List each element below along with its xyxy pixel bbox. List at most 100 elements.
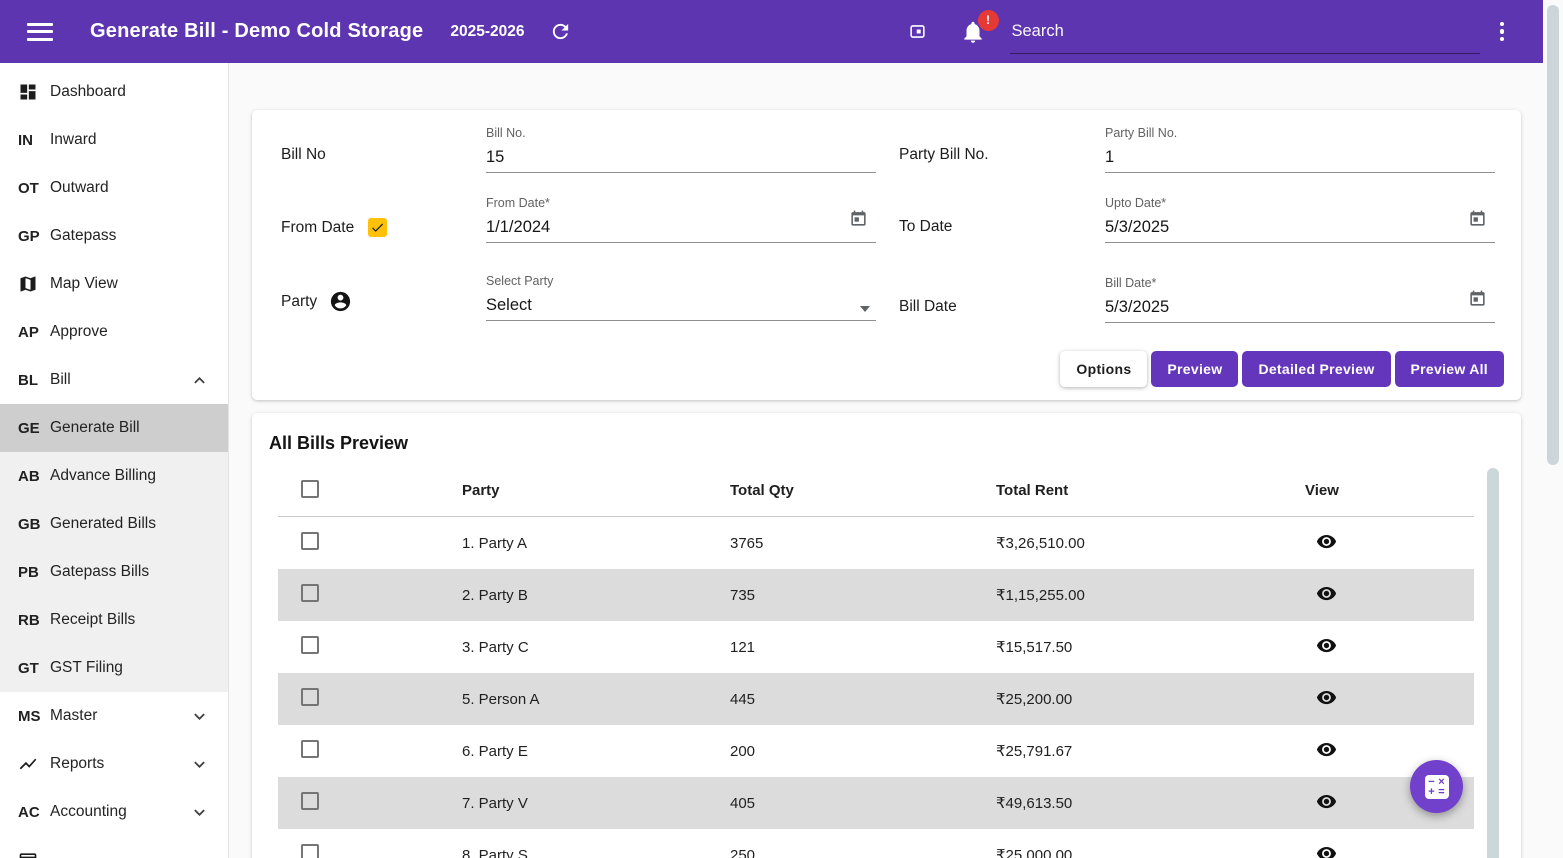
- sidebar-item-receipt-bills[interactable]: RB Receipt Bills: [0, 596, 228, 644]
- row-checkbox[interactable]: [301, 531, 319, 550]
- chevron-down-icon: [189, 802, 210, 828]
- bill-row: 7. Party V 405 ₹49,613.50: [278, 777, 1474, 829]
- party-bill-no-field[interactable]: Party Bill No. 1: [1105, 126, 1495, 173]
- abbr-ac: AC: [18, 803, 40, 821]
- sidebar-item-inward[interactable]: IN Inward: [0, 116, 228, 164]
- sidebar-item-bill[interactable]: BL Bill: [0, 356, 228, 404]
- sidebar-item-accounting[interactable]: AC Accounting: [0, 788, 228, 836]
- sidebar-item-reports[interactable]: Reports: [0, 740, 228, 788]
- bills-table-header: Party Total Qty Total Rent View: [278, 465, 1474, 517]
- bill-party: 5. Person A: [462, 690, 540, 708]
- chevron-up-icon: [189, 370, 210, 396]
- abbr-ab: AB: [18, 467, 40, 485]
- party-select-value[interactable]: Select: [486, 296, 532, 314]
- party-bill-no-value[interactable]: 1: [1105, 148, 1115, 166]
- page-scrollbar[interactable]: [1543, 0, 1563, 858]
- row-checkbox[interactable]: [301, 687, 319, 706]
- select-all-checkbox[interactable]: [301, 479, 319, 498]
- sidebar-item-item[interactable]: [0, 836, 228, 858]
- eye-icon: [1316, 742, 1337, 757]
- sidebar-item-gatepass[interactable]: GP Gatepass: [0, 212, 228, 260]
- party-label: Party: [281, 290, 352, 313]
- calculator-fab-button[interactable]: − × + =: [1410, 760, 1463, 813]
- sidebar-item-dashboard[interactable]: Dashboard: [0, 68, 228, 116]
- sidebar-item-approve[interactable]: AP Approve: [0, 308, 228, 356]
- bill-no-field[interactable]: Bill No. 15: [486, 126, 876, 173]
- bills-table-body: 1. Party A 3765 ₹3,26,510.00 2. Party B …: [278, 517, 1474, 858]
- sidebar-item-generated-bills[interactable]: GB Generated Bills: [0, 500, 228, 548]
- bill-total-qty: 445: [730, 690, 756, 708]
- bills-table: Party Total Qty Total Rent View 1. Party…: [278, 465, 1474, 858]
- notification-badge: !: [977, 9, 999, 31]
- bill-total-qty: 735: [730, 586, 756, 604]
- from-date-value[interactable]: 1/1/2024: [486, 218, 551, 236]
- calculator-icon: − × + =: [1424, 774, 1449, 799]
- preview-button[interactable]: Preview: [1151, 351, 1239, 387]
- eye-icon: [1316, 638, 1337, 653]
- bills-section-title: All Bills Preview: [269, 433, 409, 453]
- sidebar: Dashboard IN Inward OT Outward GP Gatepa…: [0, 63, 229, 858]
- row-checkbox[interactable]: [301, 843, 319, 858]
- bill-total-rent: ₹25,200.00: [996, 691, 1073, 708]
- search-input[interactable]: [1009, 19, 1480, 54]
- financial-year[interactable]: 2025-2026: [450, 22, 525, 40]
- bill-total-rent: ₹25,791.67: [996, 743, 1073, 760]
- row-checkbox[interactable]: [301, 739, 319, 758]
- eye-icon: [1316, 846, 1337, 858]
- calendar-icon[interactable]: [849, 209, 868, 233]
- party-bill-no-label: Party Bill No.: [899, 146, 989, 163]
- bill-party: 3. Party C: [462, 638, 529, 656]
- view-bill-button[interactable]: [1314, 789, 1339, 817]
- bill-total-rent: ₹49,613.50: [996, 795, 1073, 812]
- refresh-icon[interactable]: [548, 20, 572, 44]
- menu-icon[interactable]: [27, 22, 53, 41]
- sidebar-item-gatepass-bills[interactable]: PB Gatepass Bills: [0, 548, 228, 596]
- bill-row: 1. Party A 3765 ₹3,26,510.00: [278, 517, 1474, 569]
- detailed-preview-button[interactable]: Detailed Preview: [1242, 351, 1391, 387]
- bill-date-value[interactable]: 5/3/2025: [1105, 298, 1170, 316]
- more-options-icon[interactable]: [1496, 18, 1509, 46]
- bill-date-field[interactable]: Bill Date* 5/3/2025: [1105, 276, 1495, 323]
- row-checkbox[interactable]: [301, 635, 319, 654]
- sidebar-item-advance-billing[interactable]: AB Advance Billing: [0, 452, 228, 500]
- bill-row: 8. Party S 250 ₹25,000.00: [278, 829, 1474, 858]
- to-date-value[interactable]: 5/3/2025: [1105, 218, 1170, 236]
- view-bill-button[interactable]: [1314, 581, 1339, 609]
- sidebar-item-master[interactable]: MS Master: [0, 692, 228, 740]
- party-select[interactable]: Select Party Select: [486, 274, 876, 321]
- view-bill-button[interactable]: [1314, 737, 1339, 765]
- to-date-field[interactable]: Upto Date* 5/3/2025: [1105, 196, 1495, 243]
- from-date-checkbox[interactable]: [368, 218, 388, 237]
- bill-no-value[interactable]: 15: [486, 148, 505, 166]
- sidebar-item-outward[interactable]: OT Outward: [0, 164, 228, 212]
- column-total-qty: Total Qty: [730, 482, 794, 499]
- table-scrollbar[interactable]: [1487, 468, 1499, 858]
- sidebar-item-generate-bill[interactable]: GE Generate Bill: [0, 404, 228, 452]
- sidebar-item-gst-filing[interactable]: GT GST Filing: [0, 644, 228, 692]
- abbr-ot: OT: [18, 179, 39, 197]
- bill-total-rent: ₹1,15,255.00: [996, 587, 1085, 604]
- preview-all-button[interactable]: Preview All: [1394, 351, 1504, 387]
- row-checkbox[interactable]: [301, 791, 319, 810]
- view-bill-button[interactable]: [1314, 529, 1339, 557]
- calendar-icon[interactable]: [1468, 209, 1487, 233]
- form-actions: Options Preview Detailed Preview Preview…: [1060, 351, 1504, 387]
- view-bill-button[interactable]: [1314, 841, 1339, 858]
- notifications-bell-icon[interactable]: !: [960, 9, 999, 45]
- bill-total-qty: 3765: [730, 534, 764, 552]
- dropdown-caret-icon[interactable]: [860, 306, 870, 312]
- row-checkbox[interactable]: [301, 583, 319, 602]
- bill-total-rent: ₹25,000.00: [996, 847, 1073, 858]
- calendar-icon[interactable]: [1468, 289, 1487, 313]
- from-date-field[interactable]: From Date* 1/1/2024: [486, 196, 876, 243]
- sidebar-item-map-view[interactable]: Map View: [0, 260, 228, 308]
- view-bill-button[interactable]: [1314, 633, 1339, 661]
- page-scrollbar-thumb[interactable]: [1547, 5, 1559, 465]
- view-bill-button[interactable]: [1314, 685, 1339, 713]
- bill-party: 7. Party V: [462, 794, 528, 812]
- eye-icon: [1316, 586, 1337, 601]
- bill-party: 1. Party A: [462, 534, 528, 552]
- options-button[interactable]: Options: [1060, 351, 1148, 387]
- panel-icon[interactable]: [906, 20, 930, 44]
- bill-total-qty: 200: [730, 742, 756, 760]
